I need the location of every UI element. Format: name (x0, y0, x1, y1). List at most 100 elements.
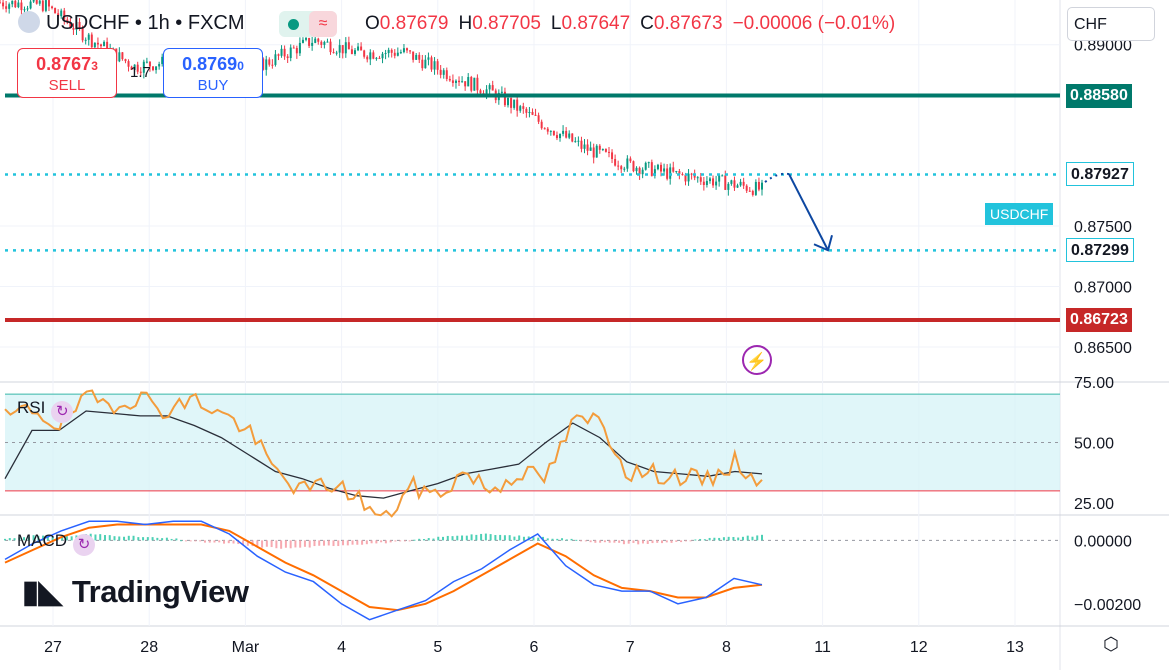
rsi-band (5, 393, 1060, 492)
candle-body (647, 162, 650, 164)
candle-body (669, 167, 672, 179)
candle-body (384, 53, 387, 55)
candle-body (81, 27, 84, 41)
candle-body (519, 106, 522, 111)
candle-body (718, 175, 721, 182)
tradingview-logo-icon: ▮◣ (22, 574, 62, 609)
macd-histogram-bar (456, 535, 459, 541)
macd-histogram-bar (175, 538, 178, 541)
macd-histogram-bar (437, 536, 440, 541)
projection-arrow[interactable] (764, 172, 833, 252)
macd-histogram-bar (737, 537, 740, 541)
candle-body (470, 77, 473, 91)
macd-histogram-bar (513, 536, 516, 541)
macd-histogram-bar (142, 537, 145, 541)
candle-body (402, 48, 405, 53)
close-value: 0.87673 (653, 13, 723, 34)
candle-body (32, 0, 35, 2)
symbol-header[interactable]: USDCHF • 1h • FXCM (18, 11, 245, 35)
candle-body (421, 59, 424, 69)
candle-body (38, 0, 41, 4)
macd-histogram-bar (61, 537, 64, 541)
candle-body (326, 41, 329, 43)
rsi-title[interactable]: RSI ↻ (17, 398, 74, 423)
macd-histogram-bar (699, 538, 702, 541)
market-status[interactable]: ≈ (279, 11, 337, 37)
macd-histogram-bar (203, 540, 206, 543)
level-price-label: 0.87927 (1066, 162, 1134, 187)
x-tick-label: 5 (433, 639, 442, 656)
candle-body (51, 6, 54, 9)
macd-title[interactable]: MACD ↻ (17, 531, 96, 556)
macd-histogram-bar (603, 540, 606, 543)
candle-body (78, 21, 81, 28)
currency-selector[interactable]: CHF (1067, 7, 1155, 41)
candle-body (473, 77, 476, 91)
buy-button[interactable]: 0.87690 BUY (163, 48, 263, 98)
candle-body (761, 182, 763, 190)
candle-body (90, 34, 93, 48)
ohlc-readout: O0.87679 H0.87705 L0.87647 C0.87673 −0.00006… (365, 13, 905, 35)
x-tick-label: 28 (140, 639, 158, 656)
candle-body (96, 42, 99, 45)
candle-body (320, 41, 323, 45)
candle-body (274, 54, 277, 65)
macd-histogram-bar (51, 537, 54, 541)
arrow-head (813, 234, 833, 252)
macd-histogram-bar (370, 540, 373, 544)
candle-body (57, 13, 60, 17)
candle-body (357, 46, 360, 51)
candle-body (635, 167, 638, 172)
candle-body (418, 54, 421, 60)
x-tick-label: 11 (814, 639, 831, 656)
macd-histogram-bar (532, 537, 535, 541)
candle-body (641, 169, 644, 175)
macd-histogram-bar (346, 540, 349, 546)
candle-body (283, 48, 286, 57)
candle-body (406, 48, 409, 51)
candle-body (623, 168, 626, 170)
candle-body (341, 45, 344, 54)
candle-body (485, 89, 488, 95)
candle-body (488, 85, 491, 90)
macd-histogram-bar (694, 539, 697, 541)
macd-histogram-bar (503, 535, 506, 541)
macd-histogram-bar (322, 540, 325, 546)
macd-histogram-bar (580, 540, 583, 542)
macd-histogram-bar (751, 536, 754, 541)
macd-histogram-bar (113, 536, 116, 541)
candle-body (528, 112, 531, 114)
macd-histogram-bar (594, 540, 597, 543)
candle-body (525, 108, 528, 113)
market-open-icon (288, 18, 299, 30)
macd-histogram-bar (561, 538, 564, 541)
settings-icon[interactable]: ⬡ (1103, 634, 1119, 654)
macd-histogram-bar (727, 536, 730, 541)
candle-body (280, 48, 283, 56)
refresh-icon[interactable]: ↻ (51, 401, 74, 423)
candle-body (66, 19, 69, 23)
candle-body (708, 178, 711, 182)
flash-icon[interactable]: ⚡ (742, 345, 772, 375)
candle-body (601, 149, 604, 151)
macd-histogram-bar (184, 540, 187, 542)
candle-body (589, 147, 592, 151)
y-tick-label: 0.89000 (1074, 38, 1132, 55)
candle-body (387, 49, 390, 54)
candle-body (393, 52, 396, 56)
candle-body (546, 128, 549, 132)
macd-histogram-bar (432, 538, 435, 541)
candle-body (5, 6, 8, 9)
macd-histogram-bar (308, 540, 311, 548)
candle-body (586, 144, 589, 151)
rsi-line (4, 389, 763, 518)
macd-histogram-bar (722, 537, 725, 541)
x-tick-label: 27 (44, 639, 62, 656)
candle-body (614, 158, 617, 166)
refresh-icon[interactable]: ↻ (73, 534, 96, 556)
sell-button[interactable]: 0.87673 SELL (17, 48, 117, 98)
macd-histogram-bar (284, 540, 287, 548)
axis-ticks: 27 28 Mar 4 5 6 7 8 11 12 13 0.89000 0.87500 0.87000 0… (44, 38, 1141, 656)
candle-body (124, 59, 127, 62)
